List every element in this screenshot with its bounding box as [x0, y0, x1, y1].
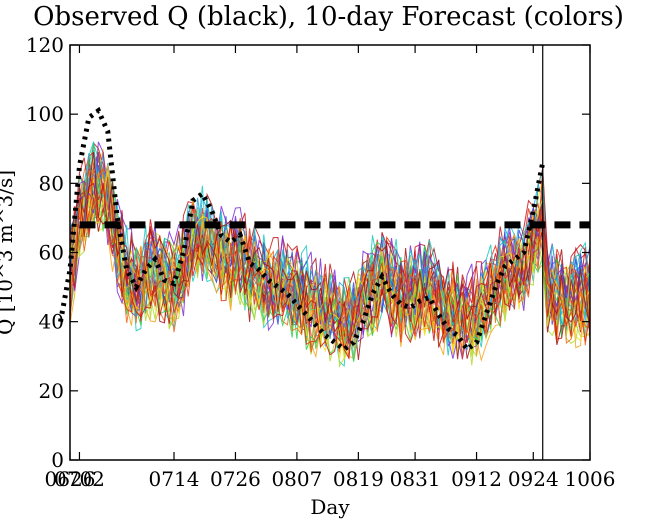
forecast-ensemble — [69, 141, 591, 368]
x-tick-label: 0626 — [45, 467, 96, 491]
forecast-trace — [69, 193, 591, 362]
y-tick-label: 0 — [51, 448, 64, 472]
chart-title: Observed Q (black), 10-day Forecast (col… — [33, 2, 624, 32]
observed-series — [58, 106, 546, 353]
y-tick-label: 80 — [39, 171, 64, 195]
x-tick-label: 0831 — [390, 467, 441, 491]
x-tick-label: 0807 — [271, 467, 322, 491]
forecast-trace — [69, 152, 591, 344]
x-tick-label: 0714 — [149, 467, 200, 491]
x-tick-label: 0819 — [333, 467, 384, 491]
x-tick-label: 0726 — [210, 467, 261, 491]
x-tick-label: 0912 — [451, 467, 502, 491]
y-tick-label: 120 — [26, 33, 64, 57]
forecast-trace — [69, 182, 591, 360]
x-tick-label: 0702 — [54, 467, 105, 491]
x-tick-label: 1006 — [565, 467, 616, 491]
y-tick-label: 60 — [39, 241, 64, 265]
x-tick-label: 0924 — [508, 467, 559, 491]
y-axis-title: Q [10^3 m^3/s] — [0, 170, 17, 335]
observed-line — [58, 106, 546, 353]
y-tick-label: 100 — [26, 102, 64, 126]
x-axis-title: Day — [310, 495, 350, 519]
y-tick-label: 40 — [39, 310, 64, 334]
forecast-trace — [69, 167, 591, 359]
y-tick-label: 20 — [39, 379, 64, 403]
